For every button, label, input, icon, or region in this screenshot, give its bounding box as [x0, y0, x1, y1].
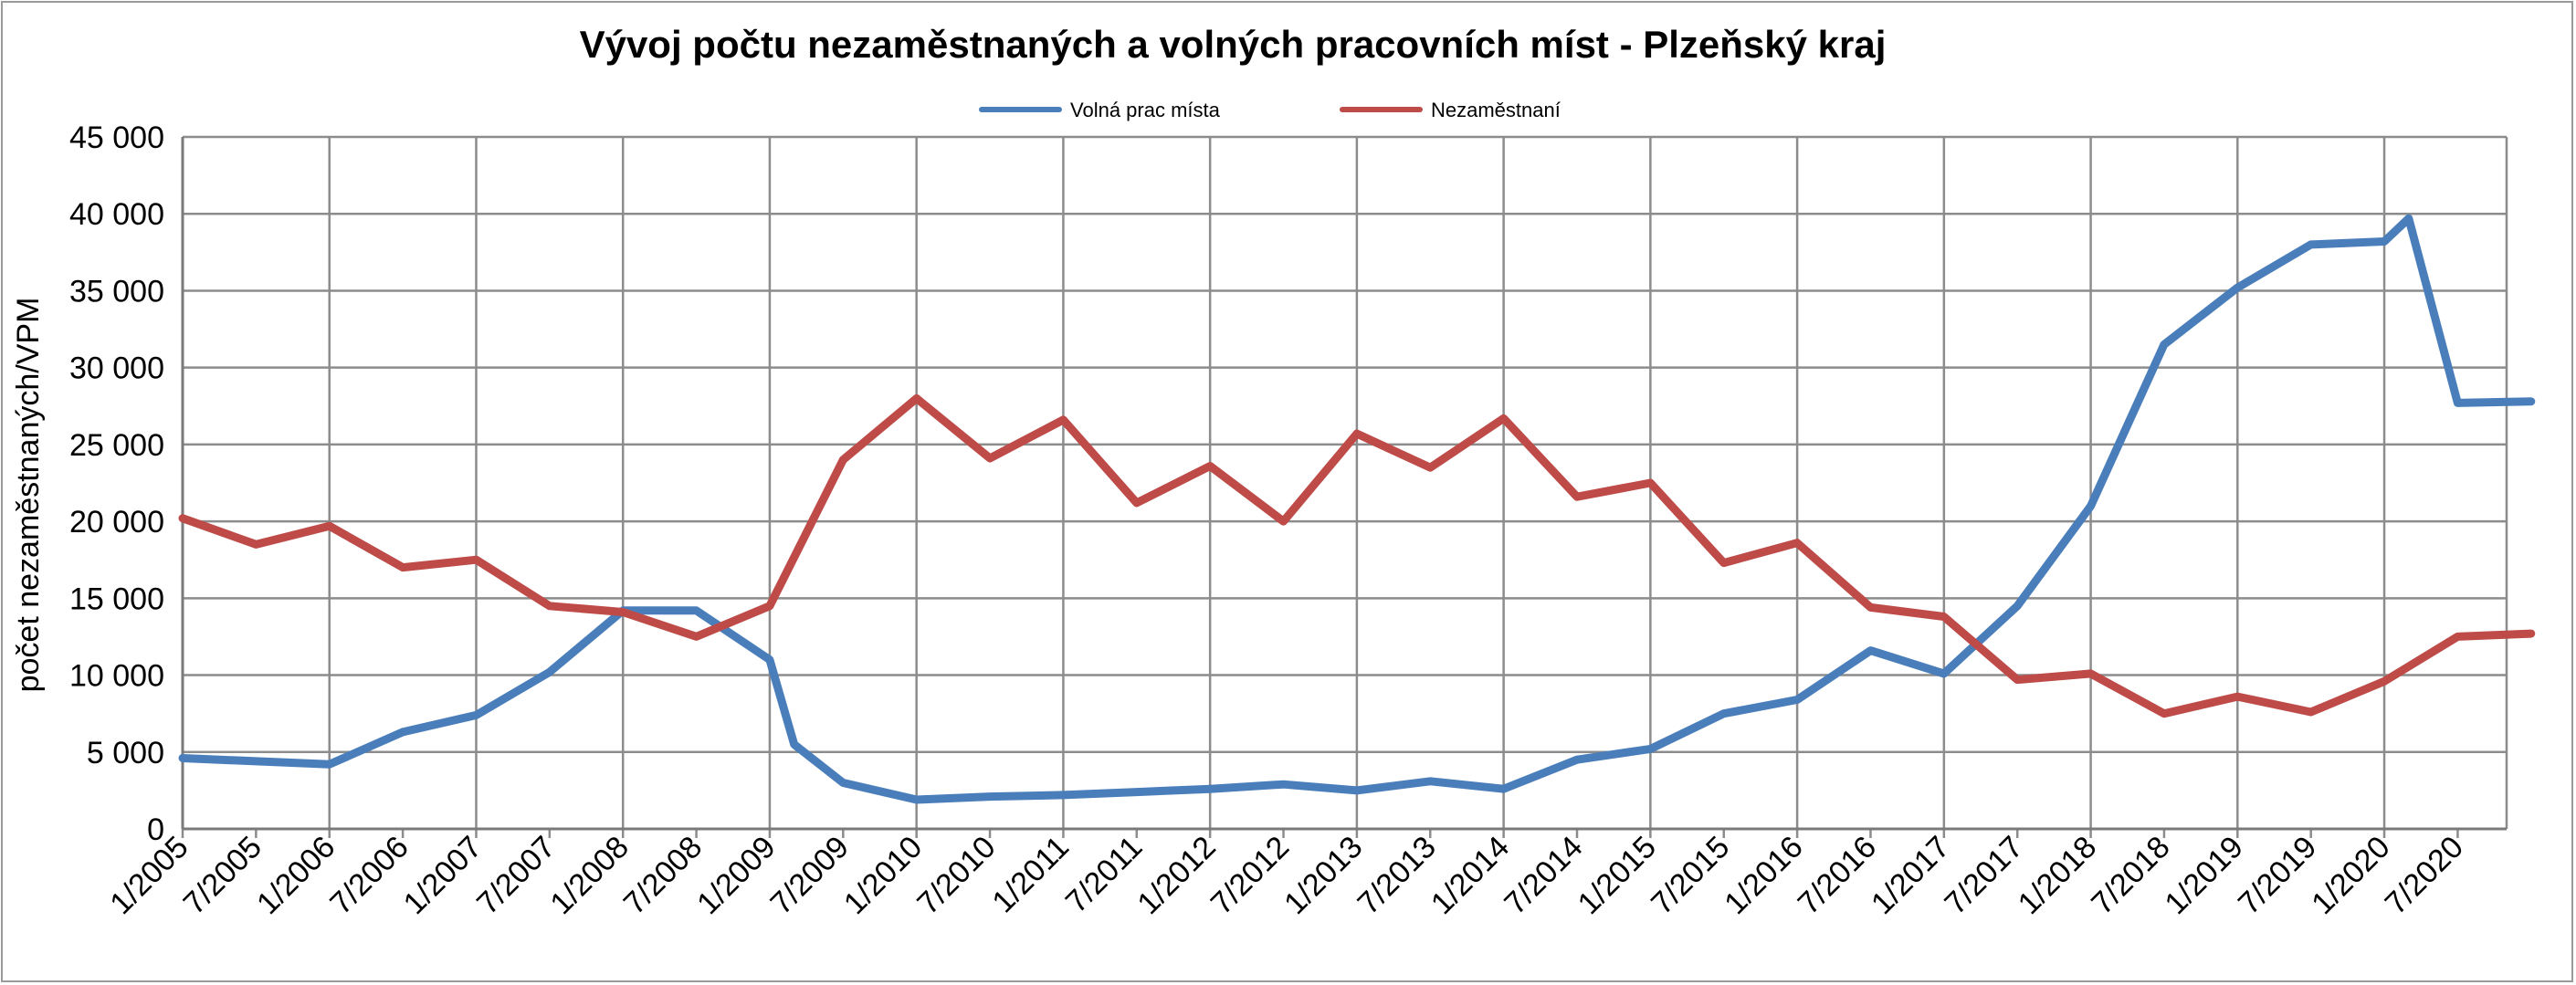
x-tick-label: 7/2013 — [1351, 830, 1443, 921]
series-line-volna-prac-mista — [178, 214, 2536, 804]
y-tick-label: 5 000 — [87, 736, 164, 770]
x-tick-label: 1/2010 — [837, 830, 929, 921]
y-tick-label: 40 000 — [69, 197, 164, 232]
x-tick-label: 1/2018 — [2012, 830, 2103, 921]
y-tick-label: 10 000 — [69, 659, 164, 694]
x-tick-label: 7/2010 — [910, 830, 1002, 921]
x-tick-label: 7/2019 — [2232, 830, 2323, 921]
x-tick-label: 7/2005 — [177, 830, 268, 921]
x-tick-label: 7/2006 — [323, 830, 415, 921]
legend: Volná prac místa Nezaměstnaní — [979, 99, 1561, 121]
x-tick-label: 1/2013 — [1277, 830, 1369, 921]
x-axis-ticks: 1/20057/20051/20067/20061/20077/20071/20… — [103, 830, 2470, 921]
y-tick-label: 20 000 — [69, 505, 164, 540]
x-tick-label: 7/2016 — [1792, 830, 1883, 921]
y-tick-label: 35 000 — [69, 274, 164, 309]
series-line-nezamestnani — [178, 393, 2536, 718]
x-tick-label: 7/2017 — [1938, 830, 2029, 921]
x-tick-label: 1/2020 — [2305, 830, 2396, 921]
x-tick-label: 1/2012 — [1130, 830, 1222, 921]
x-tick-label: 1/2008 — [543, 830, 635, 921]
x-tick-label: 7/2014 — [1498, 830, 1589, 921]
x-tick-label: 1/2019 — [2159, 830, 2250, 921]
x-tick-label: 1/2016 — [1718, 830, 1809, 921]
grid — [181, 135, 2508, 838]
x-tick-label: 1/2011 — [985, 830, 1076, 920]
x-tick-label: 7/2020 — [2379, 830, 2470, 921]
x-tick-label: 7/2012 — [1204, 830, 1296, 921]
x-tick-label: 1/2017 — [1865, 830, 1956, 921]
x-tick-label: 1/2015 — [1572, 830, 1663, 921]
y-axis-ticks: 0 5 000 10 000 15 000 20 000 25 000 30 000 35 0… — [69, 121, 164, 847]
x-tick-label: 1/2009 — [690, 830, 782, 921]
x-tick-label: 7/2015 — [1645, 830, 1736, 921]
x-tick-label: 1/2014 — [1425, 830, 1516, 921]
y-tick-label: 15 000 — [69, 582, 164, 616]
x-tick-label: 7/2018 — [2085, 830, 2176, 921]
y-tick-label: 25 000 — [69, 428, 164, 463]
legend-label-nezamestnani: Nezaměstnaní — [1431, 99, 1561, 121]
x-tick-label: 7/2011 — [1059, 830, 1150, 920]
x-tick-label: 7/2008 — [617, 830, 709, 921]
chart-title: Vývoj počtu nezaměstnaných a volných pra… — [580, 23, 1887, 66]
series-lines — [178, 214, 2536, 804]
y-tick-label: 0 — [147, 812, 164, 847]
y-axis-label: počet nezaměstnaných/VPM — [11, 298, 46, 693]
legend-label-volna: Volná prac místa — [1070, 99, 1221, 121]
x-tick-label: 1/2007 — [397, 830, 489, 921]
y-tick-label: 45 000 — [69, 121, 164, 155]
x-tick-label: 1/2006 — [250, 830, 342, 921]
x-tick-label: 7/2007 — [470, 830, 562, 921]
x-tick-label: 7/2009 — [764, 830, 856, 921]
y-tick-label: 30 000 — [69, 351, 164, 386]
